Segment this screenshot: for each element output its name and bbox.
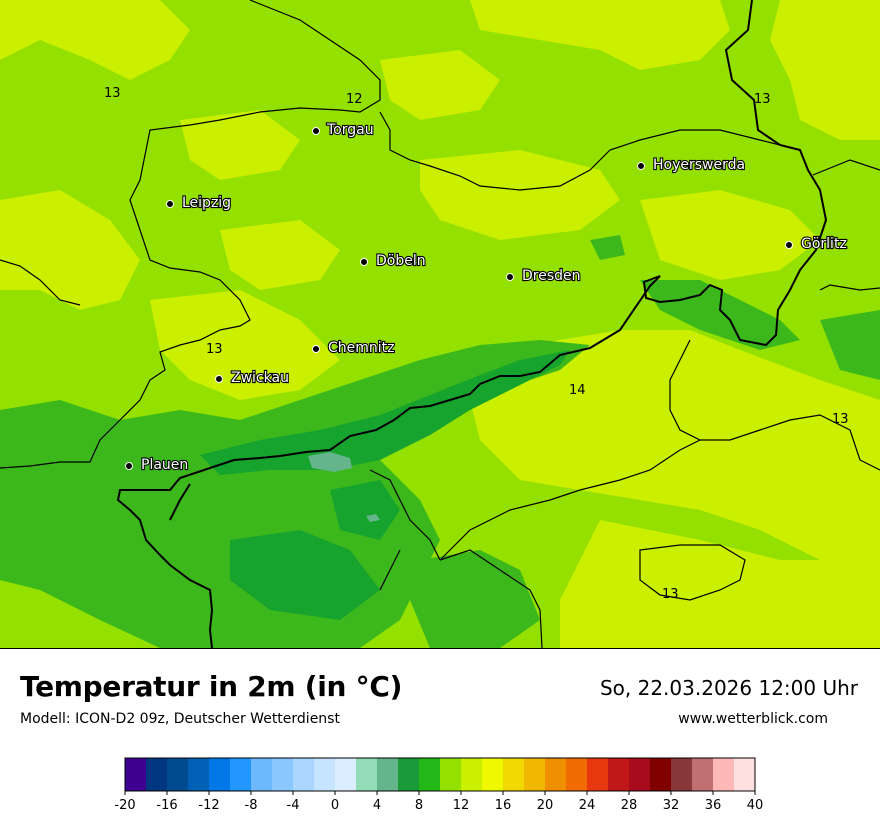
legend-swatch [671, 758, 693, 791]
legend-swatch [482, 758, 504, 791]
legend-swatch [545, 758, 567, 791]
legend-swatch [503, 758, 525, 791]
city-plauen[interactable]: Plauen [125, 456, 189, 474]
legend-swatch [272, 758, 294, 791]
city-label: Plauen [141, 457, 188, 473]
color-legend: -20 -16 -12 -8 -4 0 4 8 12 16 20 24 28 32 36 40 [114, 757, 763, 813]
city-marker [785, 241, 793, 249]
legend-swatch [314, 758, 336, 791]
legend-swatch [461, 758, 483, 791]
city-label: Torgau [326, 122, 374, 138]
legend-swatch [713, 758, 735, 791]
legend-swatch [356, 758, 378, 791]
legend-tick-label: -12 [198, 798, 219, 813]
warm-zones [0, 0, 880, 648]
legend-swatch [335, 758, 357, 791]
city-label: Leipzig [182, 195, 231, 211]
city-dresden[interactable]: Dresden [506, 267, 582, 285]
city-marker [360, 258, 368, 266]
city-marker [506, 273, 514, 281]
city-marker [215, 375, 223, 383]
city-goerlitz[interactable]: Görlitz [785, 235, 848, 253]
legend-tick-label: -20 [114, 798, 135, 813]
iso-label: 13 [754, 92, 771, 107]
legend-tick-label: 40 [747, 798, 764, 813]
iso-labels: 13 12 13 13 14 13 13 [104, 86, 849, 602]
legend-swatch [146, 758, 168, 791]
legend-frame [124, 757, 756, 792]
legend-tick-label: 16 [495, 798, 512, 813]
city-marker [312, 345, 320, 353]
legend-swatch [440, 758, 462, 791]
legend-swatch [608, 758, 630, 791]
city-zwickau[interactable]: Zwickau [215, 369, 290, 387]
legend-tick-label: 12 [453, 798, 470, 813]
legend-tick-label: 4 [373, 798, 381, 813]
legend-swatch [377, 758, 399, 791]
legend-swatch [734, 758, 756, 791]
legend-swatch [524, 758, 546, 791]
legend-swatch [125, 758, 147, 791]
cold-patches [308, 452, 380, 522]
city-marker [312, 127, 320, 135]
legend-swatch [587, 758, 609, 791]
legend-swatch [650, 758, 672, 791]
legend-swatch [419, 758, 441, 791]
legend-swatches [125, 758, 756, 791]
legend-tick-label: 8 [415, 798, 423, 813]
city-label: Görlitz [801, 236, 847, 252]
forecast-datetime: So, 22.03.2026 12:00 Uhr [599, 676, 858, 700]
city-marker [166, 200, 174, 208]
legend-ticks: -20 -16 -12 -8 -4 0 4 8 12 16 20 24 28 32 36 40 [114, 791, 763, 813]
iso-label: 12 [346, 92, 363, 107]
legend-swatch [188, 758, 210, 791]
city-doebeln[interactable]: Döbeln [360, 252, 427, 270]
city-torgau[interactable]: Torgau [312, 121, 375, 139]
temperature-map: 13 12 13 13 14 13 13 Torgau Hoyerswerda … [0, 0, 880, 649]
legend-swatch [692, 758, 714, 791]
cold-zones [200, 350, 570, 620]
iso-label: 13 [662, 587, 679, 602]
city-label: Chemnitz [328, 340, 395, 356]
website-link[interactable]: www.wetterblick.com [678, 711, 828, 727]
city-label: Hoyerswerda [653, 157, 745, 173]
legend-tick-label: 36 [705, 798, 722, 813]
legend-tick-label: 24 [579, 798, 596, 813]
borders [0, 0, 880, 648]
legend-swatch [293, 758, 315, 791]
city-hoyerswerda[interactable]: Hoyerswerda [637, 156, 746, 174]
legend-tick-label: -16 [156, 798, 177, 813]
legend-tick-label: -8 [245, 798, 258, 813]
map-title: Temperatur in 2m (in °C) [20, 670, 403, 703]
city-label: Dresden [522, 268, 581, 284]
city-chemnitz[interactable]: Chemnitz [312, 339, 396, 357]
cities: Torgau Hoyerswerda Leipzig Görlitz Döbel… [125, 121, 848, 474]
iso-label: 14 [569, 383, 586, 398]
legend-swatch [566, 758, 588, 791]
legend-tick-label: 32 [663, 798, 680, 813]
iso-label: 13 [104, 86, 121, 101]
legend-swatch [167, 758, 189, 791]
legend-swatch [251, 758, 273, 791]
map-subtitle: Modell: ICON-D2 09z, Deutscher Wetterdie… [20, 711, 340, 727]
iso-label: 13 [832, 412, 849, 427]
legend-swatch [629, 758, 651, 791]
city-label: Döbeln [376, 253, 426, 269]
city-label: Zwickau [231, 370, 289, 386]
legend-swatch [230, 758, 252, 791]
legend-tick-label: 28 [621, 798, 638, 813]
legend-tick-label: -4 [287, 798, 300, 813]
legend-tick-label: 0 [331, 798, 339, 813]
legend-tick-label: 20 [537, 798, 554, 813]
iso-label: 13 [206, 342, 223, 357]
city-marker [637, 162, 645, 170]
city-marker [125, 462, 133, 470]
city-leipzig[interactable]: Leipzig [166, 194, 232, 212]
legend-swatch [398, 758, 420, 791]
legend-swatch [209, 758, 231, 791]
